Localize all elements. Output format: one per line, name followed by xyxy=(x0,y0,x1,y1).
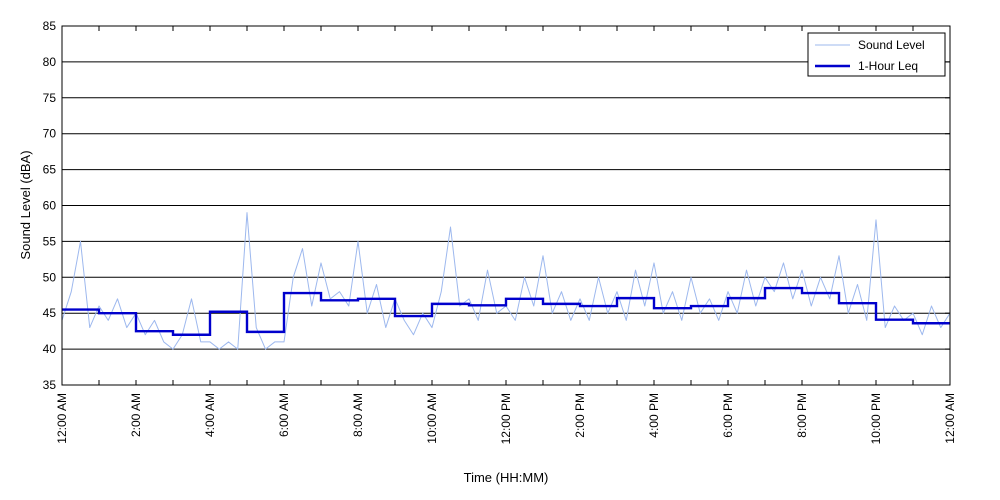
y-tick-label: 85 xyxy=(43,19,57,33)
y-tick-labels: 35 40 45 50 55 60 65 70 75 80 85 xyxy=(43,19,57,392)
tick-marks xyxy=(98,25,950,386)
x-tick-label: 12:00 AM xyxy=(943,393,957,444)
y-tick-label: 70 xyxy=(43,127,57,141)
x-tick-label: 8:00 PM xyxy=(795,393,809,438)
y-tick-label: 35 xyxy=(43,378,57,392)
x-tick-label: 2:00 AM xyxy=(129,393,143,437)
x-tick-labels: 12:00 AM 2:00 AM 4:00 AM 6:00 AM 8:00 AM 10:0… xyxy=(55,393,957,444)
grid-lines xyxy=(62,61,950,350)
x-tick-label: 10:00 AM xyxy=(425,393,439,444)
legend-label-1-hour-leq: 1-Hour Leq xyxy=(858,59,918,73)
y-tick-label: 55 xyxy=(43,234,57,248)
x-tick-label: 6:00 AM xyxy=(277,393,291,437)
legend-box xyxy=(807,32,946,77)
y-tick-label: 75 xyxy=(43,91,57,105)
y-tick-label: 60 xyxy=(43,199,57,213)
series-1-hour-leq-line xyxy=(62,286,950,336)
y-tick-label: 65 xyxy=(43,163,57,177)
legend-label-sound-level: Sound Level xyxy=(858,38,925,52)
legend: Sound Level 1-Hour Leq xyxy=(807,32,946,77)
x-tick-label: 4:00 AM xyxy=(203,393,217,437)
x-tick-label: 12:00 PM xyxy=(499,393,513,444)
x-tick-label: 2:00 PM xyxy=(573,393,587,438)
y-tick-label: 50 xyxy=(43,270,57,284)
x-tick-label: 4:00 PM xyxy=(647,393,661,438)
series-layer xyxy=(61,212,951,350)
x-axis-title: Time (HH:MM) xyxy=(464,470,549,485)
x-tick-label: 12:00 AM xyxy=(55,393,69,444)
y-tick-label: 80 xyxy=(43,55,57,69)
y-axis-title: Sound Level (dBA) xyxy=(18,150,33,259)
y-tick-label: 40 xyxy=(43,342,57,356)
y-tick-label: 45 xyxy=(43,306,57,320)
x-tick-label: 10:00 PM xyxy=(869,393,883,444)
x-tick-label: 8:00 AM xyxy=(351,393,365,437)
x-tick-label: 6:00 PM xyxy=(721,393,735,438)
